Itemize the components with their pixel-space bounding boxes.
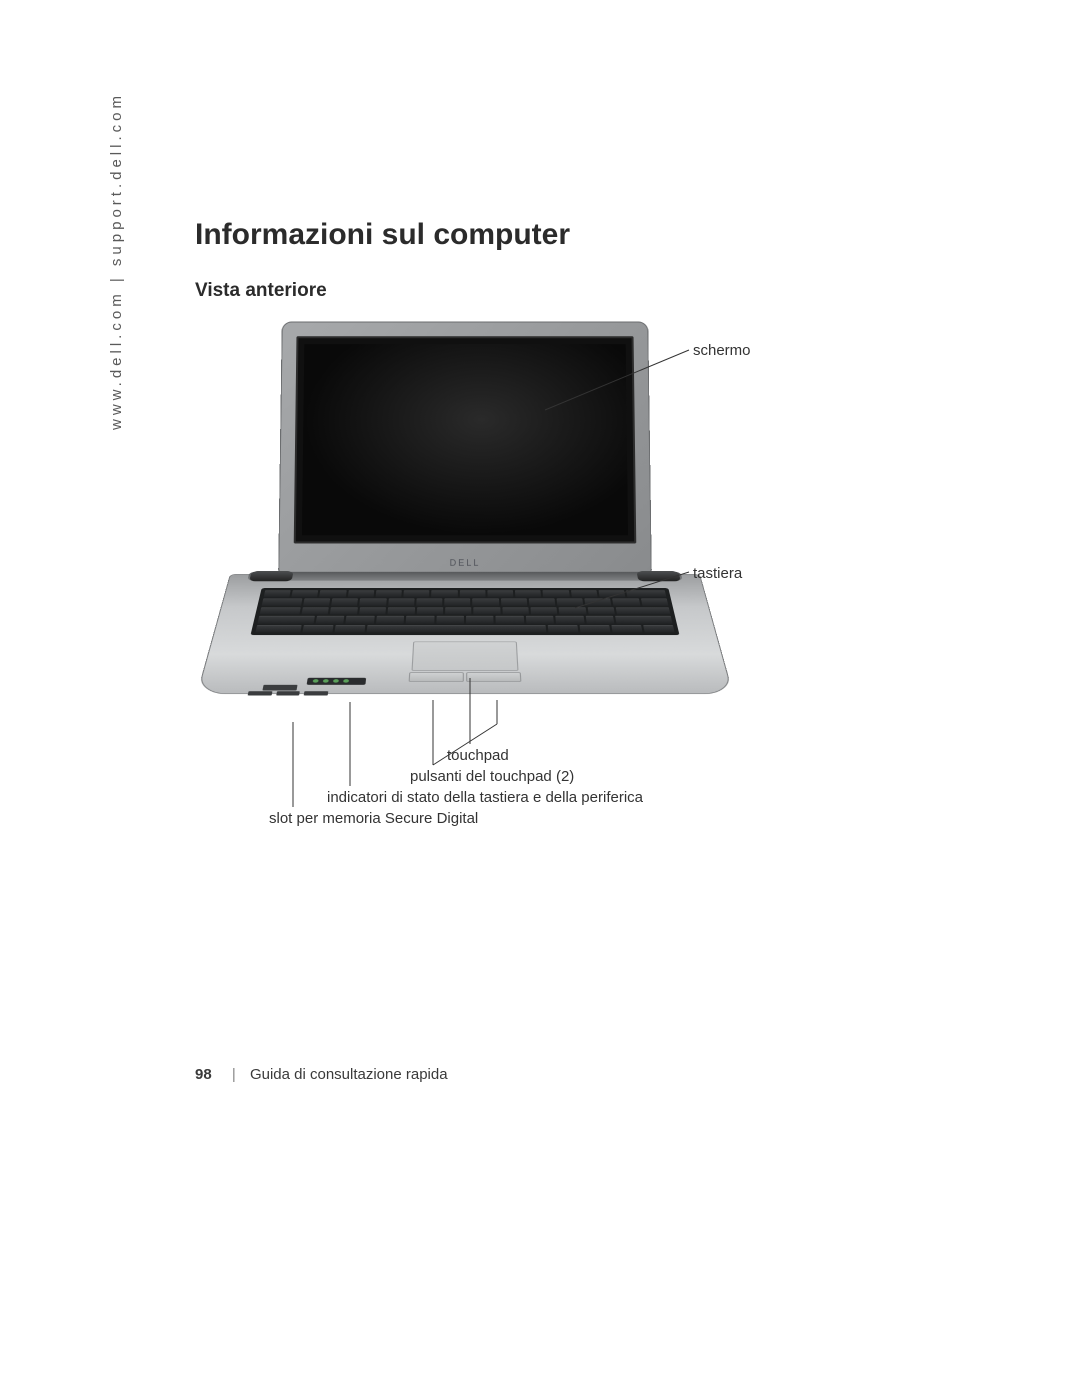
callout-sd: slot per memoria Secure Digital [269, 810, 478, 827]
laptop-base-wrap [230, 574, 700, 764]
page-number: 98 [195, 1066, 212, 1083]
touchpad [411, 642, 518, 671]
callout-touchpad: touchpad [447, 747, 509, 764]
hinge-left [249, 571, 293, 581]
status-leds [307, 678, 367, 685]
callout-leds: indicatori di stato della tastiera e del… [327, 789, 643, 806]
footer-separator: | [232, 1066, 236, 1083]
laptop-lid: DELL [278, 322, 652, 575]
sd-slot [262, 685, 297, 691]
front-ports [248, 691, 329, 695]
screen [302, 344, 628, 535]
main-content: Informazioni sul computer Vista anterior… [195, 218, 1015, 860]
manual-page: www.dell.com | support.dell.com Informaz… [0, 0, 1080, 1397]
palmrest [198, 635, 732, 693]
page-footer: 98 | Guida di consultazione rapida [195, 1066, 448, 1083]
section-title: Informazioni sul computer [195, 218, 1015, 252]
screen-bezel [294, 336, 637, 543]
callout-tp-buttons: pulsanti del touchpad (2) [410, 768, 574, 785]
touchpad-button-left [409, 672, 464, 682]
hinge-bar [247, 572, 682, 581]
laptop-base [196, 574, 733, 694]
callout-tastiera: tastiera [693, 565, 742, 582]
doc-title: Guida di consultazione rapida [250, 1066, 448, 1083]
callout-schermo: schermo [693, 342, 751, 359]
hinge-right [636, 571, 680, 581]
subsection-title: Vista anteriore [195, 280, 1015, 302]
brand-logo: DELL [450, 558, 481, 568]
keyboard [250, 588, 679, 635]
touchpad-buttons [409, 672, 522, 682]
sidebar-url: www.dell.com | support.dell.com [108, 92, 125, 430]
touchpad-button-right [466, 672, 521, 682]
laptop-diagram: DELL [195, 320, 985, 860]
